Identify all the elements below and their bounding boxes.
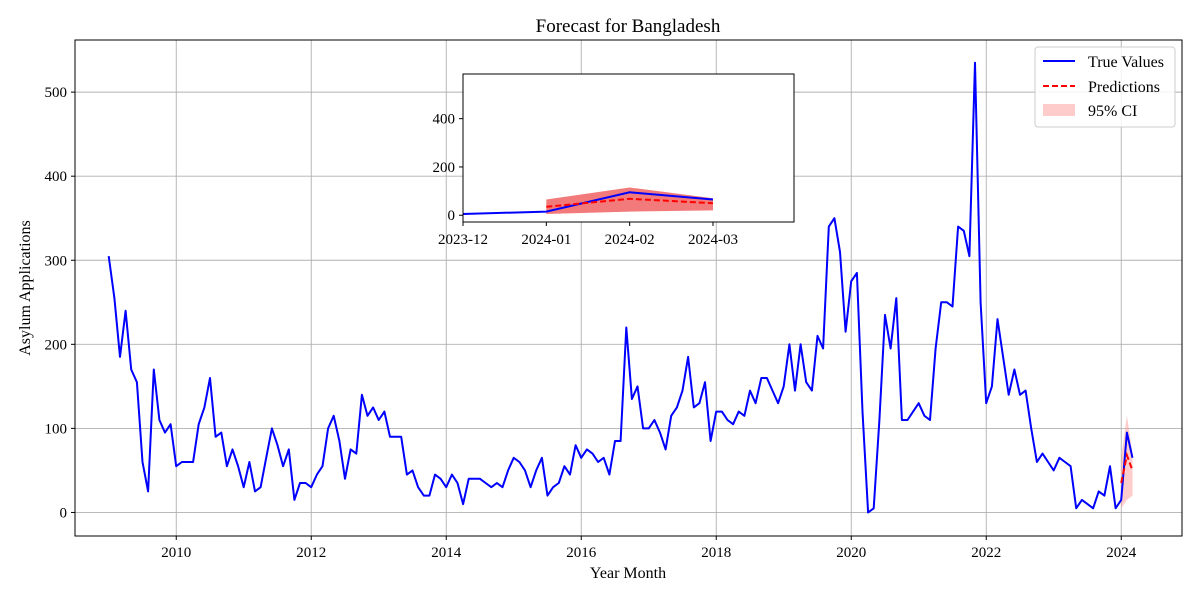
- chart-title: Forecast for Bangladesh: [536, 16, 721, 37]
- ci-band: [1121, 415, 1133, 509]
- main-plot-frame: [74, 39, 1183, 537]
- inset-ticks: 2023-12 2024-01 2024-02 2024-03 0 200 400: [433, 112, 739, 248]
- predictions-line: [1120, 451, 1134, 484]
- inset-x-tick-label: 2023-12: [438, 232, 488, 248]
- inset-y-tick-label: 200: [433, 160, 456, 176]
- inset-x-tick-label: 2024-02: [605, 232, 655, 248]
- x-tick-label: 2012: [296, 545, 326, 561]
- y-tick-label: 0: [60, 505, 68, 521]
- x-tick-label: 2024: [1106, 545, 1137, 561]
- inset-y-tick-label: 400: [433, 112, 456, 128]
- legend-predictions-label: Predictions: [1088, 79, 1160, 96]
- y-tick-label: 200: [45, 337, 68, 353]
- y-tick-label: 300: [45, 253, 68, 269]
- true-values-line: [107, 61, 1134, 514]
- y-tick-label: 400: [45, 169, 68, 185]
- inset-series: [462, 187, 714, 215]
- legend-ci-patch: [1043, 104, 1075, 116]
- inset-frame: [462, 73, 795, 223]
- inset-predictions-line: [546, 197, 714, 208]
- x-tick-label: 2014: [431, 545, 462, 561]
- main-series: [107, 61, 1134, 514]
- x-tick-label: 2018: [701, 545, 731, 561]
- inset-y-tick-label: 0: [448, 208, 456, 224]
- y-tick-label: 100: [45, 421, 68, 437]
- x-tick-label: 2020: [836, 545, 866, 561]
- x-tick-label: 2022: [971, 545, 1001, 561]
- legend-ci-label: 95% CI: [1088, 103, 1137, 120]
- inset-ci-band: [546, 187, 713, 214]
- inset-x-tick-label: 2024-03: [688, 232, 738, 248]
- y-tick-label: 500: [45, 85, 68, 101]
- x-tick-label: 2010: [161, 545, 191, 561]
- inset-chart: 2023-12 2024-01 2024-02 2024-03 0 200 400: [433, 73, 795, 248]
- inset-x-tick-label: 2024-01: [521, 232, 571, 248]
- x-tick-label: 2016: [566, 545, 597, 561]
- main-ticks: 2010 2012 2014 2016 2018 2020 2022 2024 0 100 200 3…: [45, 85, 1137, 561]
- y-axis-label: Asylum Applications: [17, 220, 34, 356]
- legend: True Values Predictions 95% CI: [1034, 46, 1176, 128]
- legend-true-values-label: True Values: [1088, 54, 1164, 71]
- x-axis-label: Year Month: [590, 565, 666, 582]
